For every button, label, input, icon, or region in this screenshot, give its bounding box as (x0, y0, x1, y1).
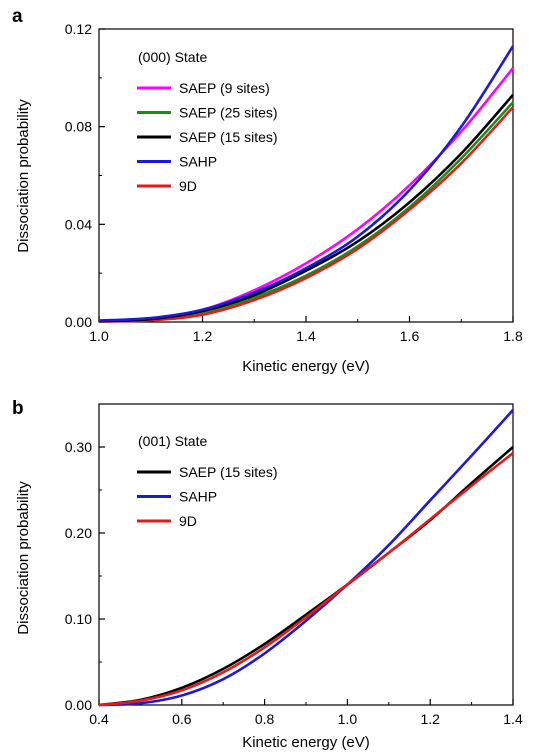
legend-label-b: SAEP (15 sites) (179, 464, 278, 480)
series-line-saep-25-sites-a (98, 101, 514, 323)
x-tick-label-a: 1.6 (400, 328, 420, 344)
legend-label-a: SAEP (15 sites) (179, 129, 278, 145)
series-line-sahp-b (98, 409, 514, 707)
series-line-saep-15-sites-b (98, 446, 514, 707)
series-line-sahp-a (98, 45, 515, 322)
y-axis-title-b: Dissociation probability (15, 481, 32, 635)
x-tick-label-b: 1.2 (420, 711, 440, 727)
legend-label-b: 9D (179, 513, 197, 529)
legend-title-b: (001) State (138, 433, 207, 449)
series-line-saep-15-sites-a (98, 94, 514, 323)
legend-title-a: (000) State (138, 49, 207, 65)
x-tick-label-b: 0.4 (89, 711, 109, 727)
series-line-9d-b (98, 451, 514, 707)
y-tick-label-b: 0.30 (65, 439, 92, 455)
x-tick-label-b: 0.6 (172, 711, 192, 727)
y-tick-label-b: 0.10 (65, 611, 92, 627)
panel-letter-b: b (12, 398, 24, 419)
y-tick-label-a: 0.08 (65, 119, 92, 135)
plot-frame-b (98, 403, 514, 706)
panel-b: b Dissociation probability Kinetic energ… (12, 398, 523, 751)
x-axis-title-b: Kinetic energy (eV) (242, 734, 370, 751)
y-tick-label-a: 0.04 (65, 216, 92, 232)
y-tick-label-b: 0.00 (65, 697, 92, 713)
x-tick-label-b: 0.8 (255, 711, 275, 727)
y-tick-label-a: 0.12 (65, 21, 92, 37)
x-tick-label-a: 1.2 (193, 328, 213, 344)
y-tick-label-a: 0.00 (65, 314, 92, 330)
legend-label-a: SAEP (25 sites) (179, 105, 278, 121)
x-tick-label-a: 1.8 (503, 328, 523, 344)
y-tick-label-b: 0.20 (65, 525, 92, 541)
legend-label-a: SAEP (9 sites) (179, 80, 270, 96)
x-tick-label-b: 1.4 (503, 711, 523, 727)
legend-label-b: SAHP (179, 489, 217, 505)
panel-a: a Dissociation probability Kinetic energ… (12, 6, 523, 375)
x-axis-title-a: Kinetic energy (eV) (242, 358, 370, 375)
legend-label-a: 9D (179, 178, 197, 194)
plot-area-b: 0.4 0.6 0.8 1.0 1.2 1.4 0.00 0.10 0.20 0.30 (001) … (65, 403, 523, 727)
series-line-9d-a (98, 106, 514, 323)
legend-label-a: SAHP (179, 154, 217, 170)
panel-letter-a: a (12, 6, 23, 27)
y-axis-title-a: Dissociation probability (15, 99, 32, 253)
series-line-saep-9-sites-a (98, 67, 515, 323)
x-tick-label-b: 1.0 (338, 711, 358, 727)
plot-area-a: 1.0 1.2 1.4 1.6 1.8 0.00 0.04 0.08 0.12 (000) Sta… (65, 21, 523, 344)
x-tick-label-a: 1.0 (89, 328, 109, 344)
x-tick-label-a: 1.4 (296, 328, 316, 344)
